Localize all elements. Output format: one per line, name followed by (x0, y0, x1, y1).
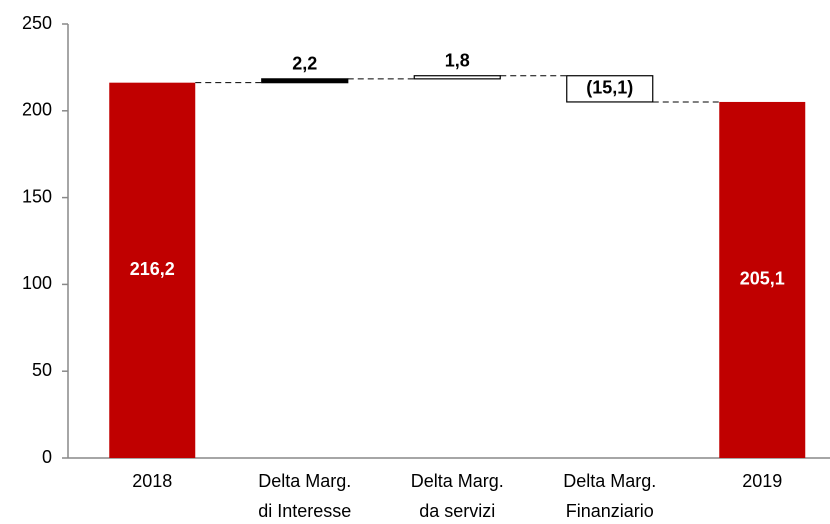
bar (566, 75, 654, 103)
x-tick-label: Finanziario (566, 501, 654, 521)
value-label: 1,8 (445, 50, 470, 70)
x-tick-label: da servizi (419, 501, 495, 521)
y-tick-label: 200 (22, 100, 52, 120)
x-tick-label: Delta Marg. (563, 471, 656, 491)
y-tick-label: 50 (32, 360, 52, 380)
y-tick-label: 250 (22, 13, 52, 33)
y-tick-label: 100 (22, 273, 52, 293)
value-label: (15,1) (586, 78, 633, 98)
y-tick-label: 150 (22, 186, 52, 206)
y-tick-label: 0 (42, 447, 52, 467)
x-tick-label: Delta Marg. (411, 471, 504, 491)
x-tick-label: 2018 (132, 471, 172, 491)
bar (109, 82, 196, 458)
x-tick-label: di Interesse (258, 501, 351, 521)
value-label: 2,2 (292, 54, 317, 74)
bar (261, 78, 349, 84)
x-tick-label: 2019 (742, 471, 782, 491)
value-label: 216,2 (130, 259, 175, 279)
x-tick-label: Delta Marg. (258, 471, 351, 491)
bar (413, 75, 501, 80)
value-label: 205,1 (740, 269, 785, 289)
bar (719, 101, 806, 458)
